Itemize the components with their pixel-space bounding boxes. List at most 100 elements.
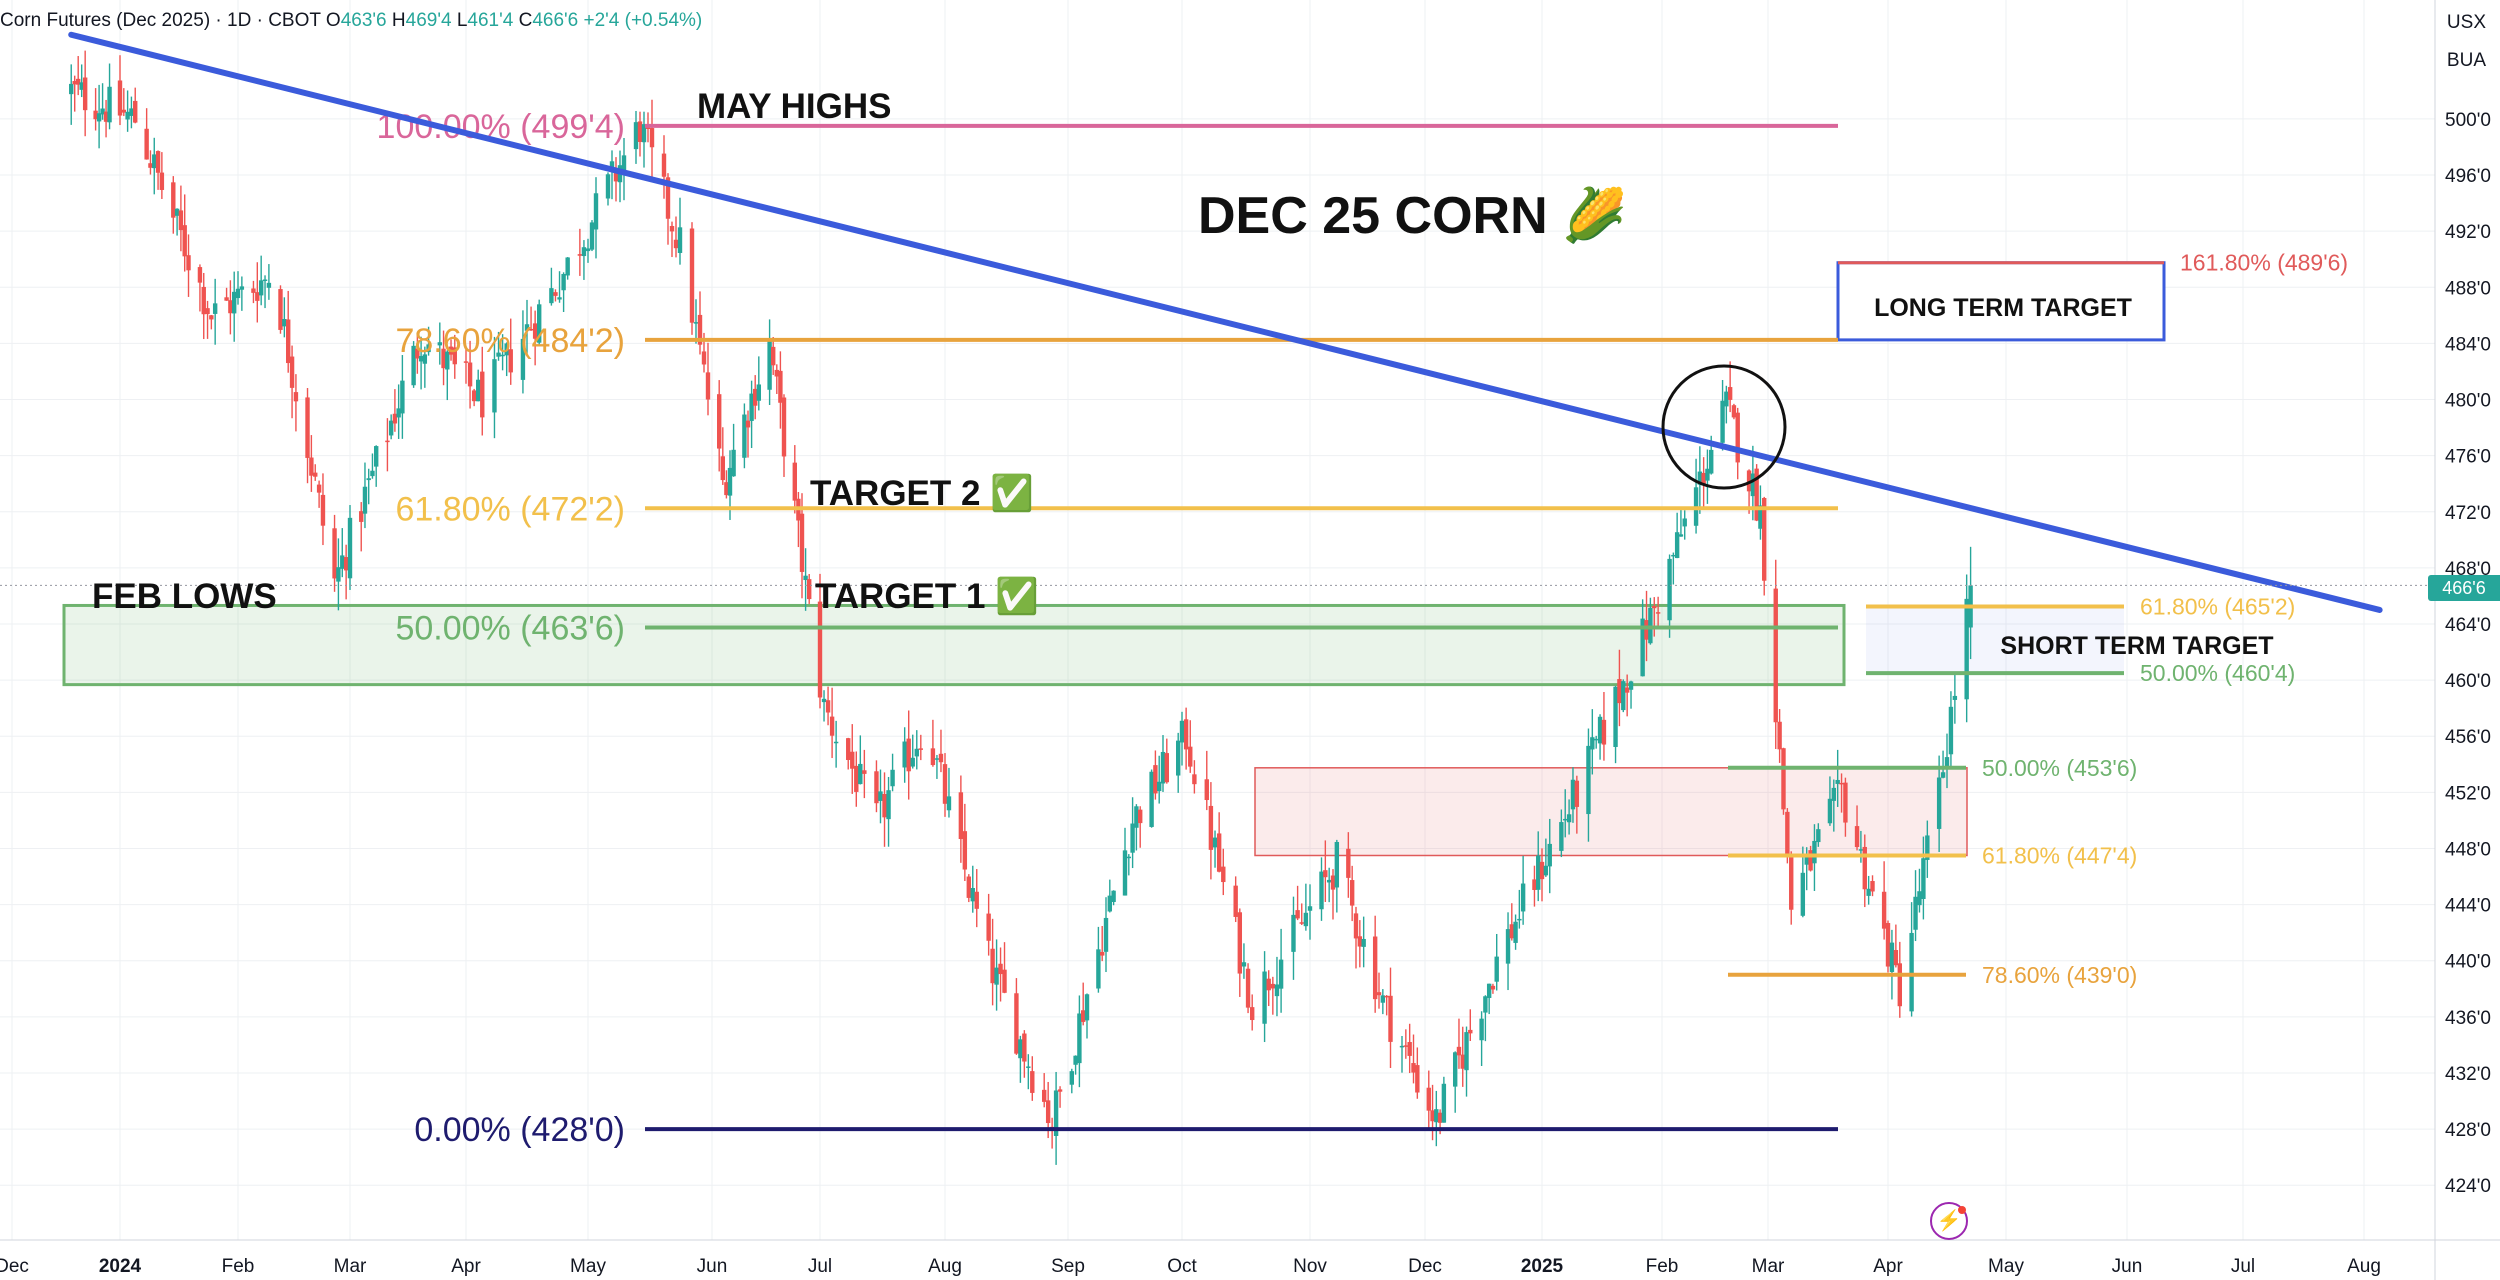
candle-body (422, 354, 428, 364)
candle-body (1153, 765, 1158, 794)
x-tick-label: Jun (2112, 1256, 2143, 1277)
resistance-zone (1254, 767, 1968, 857)
candle-body (1299, 922, 1304, 924)
candle-body (144, 128, 149, 160)
candle-body (1208, 805, 1214, 850)
candle-body (1403, 1045, 1409, 1047)
low-value: 461'4 (467, 10, 514, 31)
candle-body (910, 757, 915, 767)
candle-body (309, 457, 314, 476)
candle-body (174, 208, 180, 216)
x-tick-label: Nov (1293, 1256, 1327, 1277)
candle-body (593, 193, 599, 230)
candle-body (717, 394, 722, 449)
candle-body (1111, 890, 1116, 902)
candle-body (1731, 405, 1737, 418)
candle-body (1176, 740, 1181, 776)
candle-body (858, 763, 863, 785)
fib-50-label: 50.00% (463'6) (395, 610, 625, 648)
y-tick-label: 500'0 (2445, 110, 2491, 131)
candle-body (549, 288, 554, 304)
candle-body (1624, 687, 1630, 693)
candle-body (96, 113, 102, 122)
candle-body (396, 408, 401, 418)
candle-body (774, 369, 779, 377)
candle-body (1022, 1033, 1027, 1062)
candle-body (1854, 826, 1860, 848)
candle-body (1789, 857, 1794, 910)
candle-body (673, 239, 679, 249)
recent-fib-618-label: 61.80% (447'4) (1982, 842, 2137, 868)
notification-dot (1958, 1206, 1966, 1214)
candle-body (340, 555, 345, 569)
candle-body (974, 891, 979, 909)
candle-body (1720, 400, 1725, 443)
candle-body (1278, 959, 1284, 989)
long-term-target-label: LONG TERM TARGET (1874, 294, 2132, 322)
volume-unit[interactable]: BUA (2446, 50, 2486, 71)
candle-body (373, 446, 379, 467)
candle-body (677, 227, 683, 253)
candle-body (1468, 1029, 1473, 1034)
high-value: 469'4 (405, 10, 452, 31)
candle-body (1870, 881, 1875, 892)
candle-body (799, 513, 805, 572)
x-tick-label: Apr (1873, 1256, 1903, 1277)
candle-body (669, 226, 675, 232)
target-1-label: TARGET 1 ✅ (815, 576, 1039, 616)
candle-body (1216, 833, 1222, 872)
x-tick-label: Feb (222, 1256, 255, 1277)
candle-body (633, 122, 639, 150)
candle-body (1621, 681, 1626, 711)
candle-body (1697, 471, 1703, 485)
candle-body (589, 222, 595, 250)
candle-body (235, 288, 241, 299)
fib-618-label: 61.80% (472'2) (395, 490, 625, 528)
candle-body (1441, 1083, 1447, 1123)
candle-body (553, 292, 558, 296)
candle-body (1270, 983, 1276, 989)
candle-body (637, 121, 643, 142)
symbol-title: Corn Futures (Dec 2025) · 1D · CBOT (0, 10, 321, 31)
y-tick-label: 480'0 (2445, 391, 2491, 412)
x-tick-label: Aug (2347, 1256, 2381, 1277)
candle-body (1831, 787, 1837, 801)
close-label: C (518, 10, 533, 31)
y-tick-label: 492'0 (2445, 222, 2491, 243)
candle-body (1925, 835, 1930, 860)
fib-50-zone (62, 603, 1846, 687)
candle-body (1026, 1066, 1031, 1068)
candle-body (362, 486, 368, 514)
candle-body (1746, 470, 1752, 492)
x-tick-label: Dec (0, 1256, 29, 1277)
candle-body (1682, 518, 1687, 527)
candle-body (756, 384, 761, 401)
candle-body (1750, 473, 1756, 497)
candle-body (1353, 913, 1359, 939)
candle-body (1586, 745, 1591, 815)
candle-body (528, 328, 534, 331)
candle-body (370, 470, 375, 477)
target-2-label: TARGET 2 ✅ (810, 473, 1034, 513)
candle-body (1164, 753, 1169, 783)
candle-body (613, 168, 619, 182)
lightning-icon[interactable]: ⚡ (1930, 1202, 1968, 1240)
y-tick-label: 488'0 (2445, 278, 2491, 299)
candle-body (79, 82, 84, 90)
candle-body (231, 291, 237, 314)
x-tick-label: Jul (2231, 1256, 2255, 1277)
candle-body (565, 257, 570, 276)
candle-body (970, 888, 975, 902)
candle-body (807, 579, 812, 600)
candle-body (882, 793, 887, 818)
candle-body (609, 161, 615, 170)
x-tick-label: 2025 (1521, 1256, 1564, 1277)
candle-body (886, 790, 891, 820)
candle-body (1452, 1052, 1458, 1087)
currency-unit[interactable]: USX (2446, 12, 2486, 33)
candle-body (1705, 468, 1710, 481)
y-tick-label: 484'0 (2445, 334, 2491, 355)
candle-body (201, 286, 206, 315)
candle-body (1357, 936, 1363, 947)
